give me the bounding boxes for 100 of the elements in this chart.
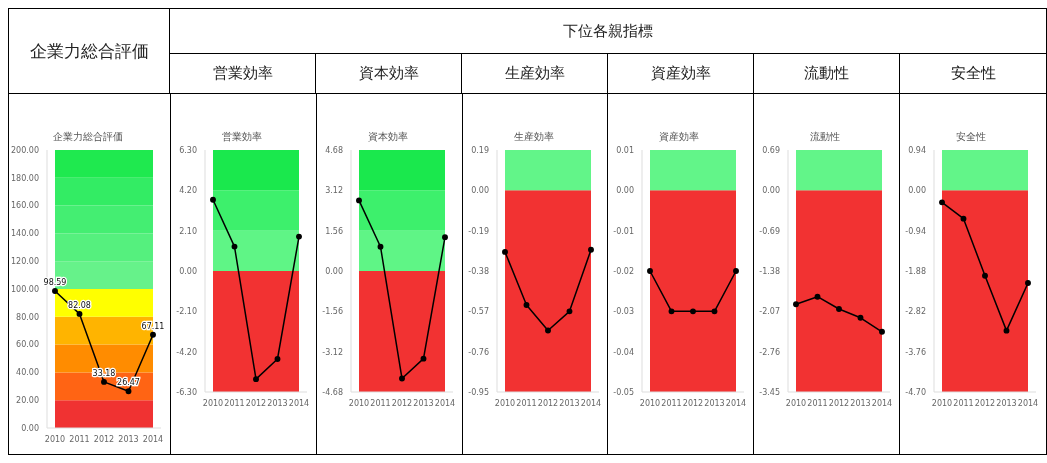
y-tick-label: -0.03 xyxy=(613,307,635,317)
y-tick-label: -0.04 xyxy=(613,347,635,357)
y-tick-label: -3.12 xyxy=(322,347,343,357)
chart-subtitle: 資産効率 xyxy=(658,130,701,144)
y-tick-label: -3.76 xyxy=(905,347,927,357)
y-tick-label: 4.68 xyxy=(324,145,343,155)
y-tick-label: 0.00 xyxy=(470,186,489,196)
x-tick-label: 2014 xyxy=(1017,398,1039,408)
x-tick-label: 2011 xyxy=(953,398,974,408)
y-tick-label: -1.88 xyxy=(905,266,927,276)
y-tick-label: 2.10 xyxy=(179,226,197,236)
chart-title: 資産効率 xyxy=(608,54,754,93)
x-tick-label: 2013 xyxy=(267,398,288,408)
y-tick-label: -0.57 xyxy=(467,307,489,317)
y-tick-label: 40.00 xyxy=(16,368,39,378)
y-tick-label: 140.00 xyxy=(11,229,39,239)
y-tick-label: 120.00 xyxy=(11,257,39,267)
data-label: 67.11 xyxy=(141,321,165,331)
y-tick-label: 160.00 xyxy=(11,201,39,211)
x-tick-label: 2010 xyxy=(202,398,224,408)
x-tick-label: 2011 xyxy=(807,398,828,408)
y-tick-label: -4.70 xyxy=(905,387,927,397)
chart-subtitle: 安全性 xyxy=(955,130,988,144)
y-tick-label: 6.30 xyxy=(179,145,197,155)
y-tick-label: 200.00 xyxy=(11,145,39,155)
x-tick-label: 2014 xyxy=(288,398,310,408)
x-tick-label: 2011 xyxy=(515,398,537,408)
y-tick-label: -2.76 xyxy=(759,347,781,357)
y-tick-label: -2.10 xyxy=(176,307,197,317)
y-tick-label: 20.00 xyxy=(16,396,39,406)
y-tick-label: -1.56 xyxy=(322,307,343,317)
y-tick-label: 0.00 xyxy=(762,186,781,196)
x-tick-label: 2012 xyxy=(683,398,704,408)
x-tick-label: 2010 xyxy=(494,398,515,408)
y-tick-label: 60.00 xyxy=(16,340,39,350)
x-tick-label: 2010 xyxy=(348,398,369,408)
x-tick-label: 2014 xyxy=(872,398,893,408)
x-tick-label: 2013 xyxy=(850,398,871,408)
x-tick-label: 2011 xyxy=(224,398,245,408)
x-tick-label: 2013 xyxy=(704,398,726,408)
chart-title: 営業効率 xyxy=(170,54,316,93)
y-tick-label: 0.69 xyxy=(762,145,781,155)
y-tick-label: 180.00 xyxy=(11,173,39,183)
data-label: 98.59 xyxy=(43,277,67,287)
chart-subtitle: 流動性 xyxy=(809,130,842,144)
x-tick-label: 2012 xyxy=(974,398,996,408)
y-tick-label: -0.01 xyxy=(613,226,635,236)
y-tick-label: 0.00 xyxy=(179,266,197,276)
x-tick-label: 2013 xyxy=(413,398,434,408)
chart-title: 流動性 xyxy=(754,54,900,93)
chart-subtitle: 営業効率 xyxy=(220,130,263,144)
y-tick-label: -6.30 xyxy=(176,387,197,397)
x-tick-label: 2012 xyxy=(537,398,558,408)
x-tick-label: 2014 xyxy=(726,398,747,408)
y-tick-label: 80.00 xyxy=(16,312,39,322)
x-tick-label: 2010 xyxy=(931,398,953,408)
text: 下位各親指標 xyxy=(170,9,1046,54)
x-tick-label: 2010 xyxy=(786,398,807,408)
y-tick-label: -4.20 xyxy=(176,347,197,357)
y-tick-label: 0.00 xyxy=(908,186,927,196)
y-tick-label: -2.07 xyxy=(759,307,781,317)
x-tick-label: 2014 xyxy=(142,434,164,444)
chart-subtitle: 資本効率 xyxy=(366,130,409,144)
chart-subtitle: 生産効率 xyxy=(512,130,555,144)
x-tick-label: 2014 xyxy=(434,398,455,408)
y-tick-label: 0.00 xyxy=(324,266,343,276)
x-tick-label: 2012 xyxy=(829,398,850,408)
y-tick-label: -4.68 xyxy=(322,387,343,397)
x-tick-label: 2013 xyxy=(996,398,1017,408)
x-tick-label: 2012 xyxy=(93,434,115,444)
x-tick-label: 2011 xyxy=(370,398,391,408)
y-tick-label: -0.38 xyxy=(467,266,489,276)
chart-title: 安全性 xyxy=(949,63,997,84)
y-tick-label: 100.00 xyxy=(11,284,39,294)
y-tick-label: 3.12 xyxy=(324,186,343,196)
x-tick-label: 2012 xyxy=(391,398,412,408)
x-tick-label: 2011 xyxy=(661,398,683,408)
y-tick-label: 0.19 xyxy=(470,145,489,155)
chart-subtitle: 企業力総合評価 xyxy=(52,130,124,144)
y-tick-label: -0.05 xyxy=(613,387,635,397)
x-tick-label: 2014 xyxy=(580,398,601,408)
y-tick-label: -0.95 xyxy=(467,387,489,397)
x-tick-label: 2013 xyxy=(558,398,580,408)
chart-title: 企業力総合評価 xyxy=(9,9,170,93)
y-tick-label: -0.02 xyxy=(613,266,635,276)
x-tick-label: 2012 xyxy=(245,398,267,408)
y-tick-label: 1.56 xyxy=(324,226,343,236)
x-tick-label: 2013 xyxy=(118,434,139,444)
x-tick-label: 2011 xyxy=(69,434,90,444)
y-tick-label: -1.38 xyxy=(759,266,781,276)
x-tick-label: 2010 xyxy=(640,398,661,408)
y-tick-label: 0.00 xyxy=(21,423,39,433)
chart-title: 資本効率 xyxy=(316,54,462,93)
chart-title: 生産効率 xyxy=(462,54,608,93)
y-tick-label: -0.19 xyxy=(467,226,489,236)
y-tick-label: -3.45 xyxy=(759,387,781,397)
y-tick-label: -0.69 xyxy=(759,226,781,236)
y-tick-label: 4.20 xyxy=(179,186,197,196)
x-tick-label: 2010 xyxy=(44,434,66,444)
y-tick-label: -2.82 xyxy=(905,307,927,317)
